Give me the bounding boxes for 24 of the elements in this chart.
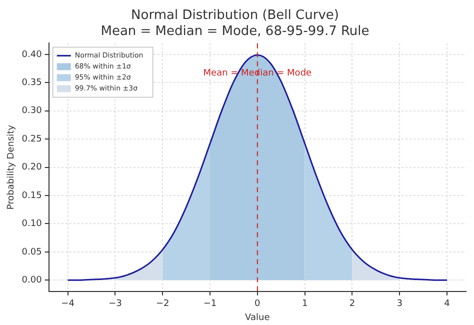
- y-tick-label: 0.30: [22, 106, 42, 116]
- y-tick-label: 0.20: [22, 162, 42, 173]
- y-tick-label: 0.15: [22, 190, 42, 201]
- x-axis-title: Value: [245, 312, 270, 323]
- x-tick-label: 3: [396, 299, 402, 310]
- x-tick-label: 1: [302, 299, 308, 310]
- y-tick-label: 0.10: [22, 219, 42, 230]
- x-tick-label: −2: [156, 299, 170, 310]
- x-tick-label: −3: [108, 299, 122, 310]
- x-tick-label: −1: [203, 299, 217, 310]
- x-tick-label: 4: [444, 299, 450, 310]
- ref-line-label: Mean = Median = Mode: [203, 68, 312, 79]
- x-tick-label: 0: [254, 299, 261, 310]
- y-tick-label: 0.00: [22, 275, 42, 286]
- y-tick-label: 0.25: [22, 134, 42, 144]
- y-tick-label: 0.05: [22, 247, 42, 258]
- chart-title: Normal Distribution (Bell Curve): [131, 8, 339, 24]
- chart-subtitle: Mean = Median = Mode, 68-95-99.7 Rule: [100, 24, 370, 39]
- y-axis-title: Probability Density: [6, 124, 17, 210]
- line-series: [67, 54, 448, 281]
- x-tick-label: 2: [349, 299, 356, 310]
- x-tick-label: −4: [61, 299, 75, 310]
- y-tick-label: 0.40: [22, 50, 42, 60]
- y-tick-label: 0.35: [22, 78, 42, 88]
